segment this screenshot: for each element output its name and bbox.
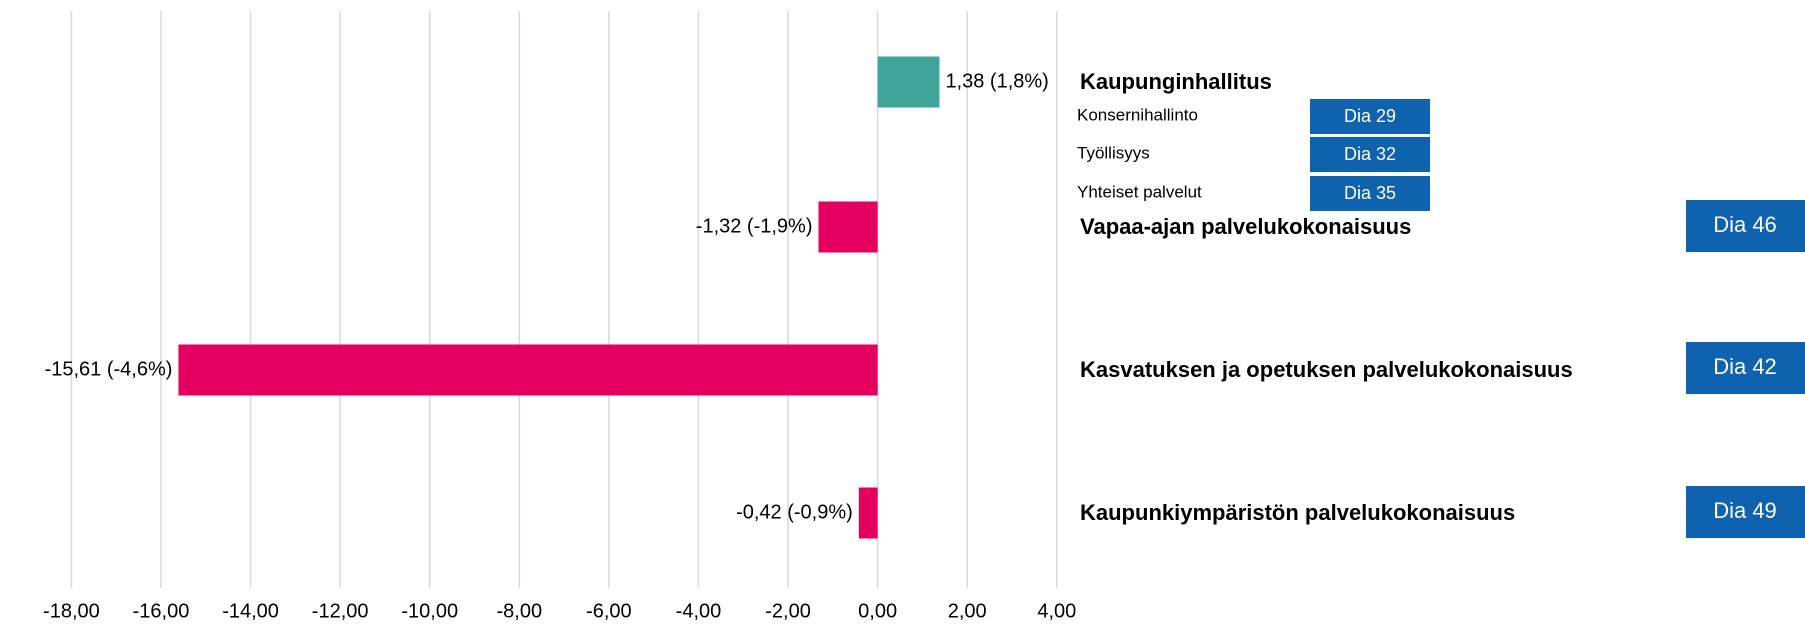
subitem-label: Konsernihallinto — [1077, 105, 1198, 124]
value-label: -1,32 (-1,9%) — [696, 215, 813, 237]
bar — [819, 202, 878, 253]
link-label[interactable]: Dia 32 — [1344, 144, 1396, 164]
link-label[interactable]: Dia 35 — [1344, 183, 1396, 203]
x-tick-label: 0,00 — [858, 600, 897, 622]
value-label: 1,38 (1,8%) — [945, 70, 1048, 92]
x-tick-label: -2,00 — [765, 600, 811, 622]
value-label: -15,61 (-4,6%) — [45, 358, 173, 380]
x-tick-label: -18,00 — [43, 600, 100, 622]
bar — [178, 345, 877, 396]
x-tick-label: -16,00 — [133, 600, 190, 622]
link-label[interactable]: Dia 46 — [1713, 212, 1777, 237]
link-label[interactable]: Dia 49 — [1713, 498, 1777, 523]
category-label: Vapaa-ajan palvelukokonaisuus — [1080, 214, 1411, 239]
x-tick-label: 4,00 — [1037, 600, 1076, 622]
x-tick-label: 2,00 — [948, 600, 987, 622]
category-label: Kaupunkiympäristön palvelukokonaisuus — [1080, 500, 1515, 525]
subitem-label: Yhteiset palvelut — [1077, 182, 1202, 201]
link-label[interactable]: Dia 42 — [1713, 354, 1777, 379]
x-tick-label: -6,00 — [586, 600, 632, 622]
x-tick-label: -14,00 — [222, 600, 279, 622]
x-tick-label: -8,00 — [497, 600, 543, 622]
bar — [878, 57, 940, 108]
bar — [859, 488, 878, 539]
x-tick-label: -10,00 — [401, 600, 458, 622]
value-label: -0,42 (-0,9%) — [736, 501, 853, 523]
x-tick-label: -12,00 — [312, 600, 369, 622]
x-tick-label: -4,00 — [676, 600, 722, 622]
subitem-label: Työllisyys — [1077, 143, 1150, 162]
chart: -18,00 -16,00 -14,00 -12,00 -10,00 -8,00 -6,00… — [0, 0, 1805, 628]
category-label: Kaupunginhallitus — [1080, 69, 1272, 94]
category-label: Kasvatuksen ja opetuksen palvelukokonais… — [1080, 357, 1573, 382]
link-label[interactable]: Dia 29 — [1344, 106, 1396, 126]
